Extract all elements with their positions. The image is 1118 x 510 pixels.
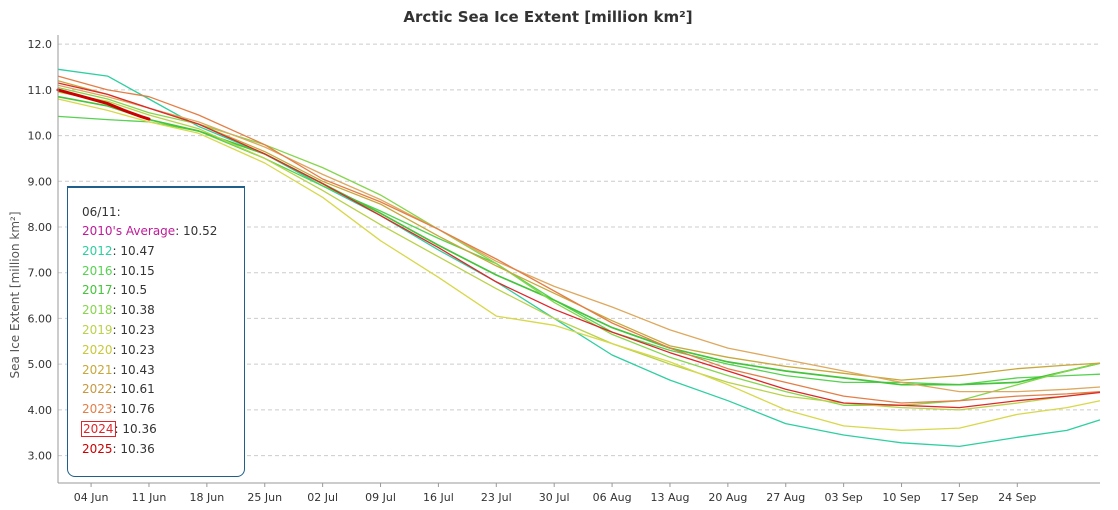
tooltip-series-name: 2016 <box>82 263 113 278</box>
tooltip-series-name: 2018 <box>82 303 113 318</box>
series-line-2017 <box>57 95 1101 386</box>
series-line-2022 <box>57 84 1101 393</box>
y-axis-label: Sea Ice Extent [million km²] <box>8 212 22 379</box>
y-tick-label: 7.00 <box>28 267 53 280</box>
x-tick-label: 02 Jul <box>307 491 338 504</box>
hover-tooltip: 06/11: 2010's Average: 10.52 2012: 10.47 2… <box>67 186 245 477</box>
y-tick-label: 12.0 <box>28 38 53 51</box>
tooltip-row: 2019: 10.23 <box>82 321 244 341</box>
tooltip-series-value: : 10.47 <box>112 243 155 258</box>
tooltip-date: 06/11: <box>82 205 121 219</box>
tooltip-row: 2025: 10.36 <box>82 440 244 460</box>
tooltip-series-name: 2020 <box>82 342 113 357</box>
tooltip-series-name: 2024 <box>81 420 116 437</box>
x-tick-label: 27 Aug <box>766 491 805 504</box>
y-tick-label: 8.00 <box>28 221 53 234</box>
series-line-2024 <box>57 82 1101 409</box>
tooltip-series-name: 2025 <box>82 441 113 456</box>
series-line-2012 <box>57 68 1101 448</box>
x-tick-label: 16 Jul <box>423 491 454 504</box>
tooltip-row: 2020: 10.23 <box>82 341 244 361</box>
series-line-2020 <box>57 98 1101 432</box>
tooltip-series-value: : 10.76 <box>112 402 155 417</box>
x-tick-label: 20 Aug <box>708 491 747 504</box>
x-tick-label: 11 Jun <box>132 491 167 504</box>
tooltip-series-value: : 10.43 <box>112 362 155 377</box>
x-tick-label: 10 Sep <box>882 491 920 504</box>
x-tick-label: 03 Sep <box>825 491 863 504</box>
tooltip-row: 2016: 10.15 <box>82 262 244 282</box>
tooltip-row: 2024: 10.36 <box>81 420 244 440</box>
tooltip-series-value: : 10.61 <box>112 382 155 397</box>
axis-layer: 12.0 11.0 10.0 9.00 8.00 7.00 6.00 5.00 4.00 3.00… <box>28 35 1100 504</box>
series-line-2023 <box>57 75 1101 404</box>
tooltip-row: 2010's Average: 10.52 <box>82 222 244 242</box>
tooltip-series-value: : 10.5 <box>112 283 148 298</box>
tooltip-series-value: : 10.38 <box>112 303 155 318</box>
tooltip-row: 2018: 10.38 <box>82 301 244 321</box>
tooltip-row: 2023: 10.76 <box>82 400 244 420</box>
y-tick-label: 4.00 <box>28 404 53 417</box>
tooltip-series-name: 2021 <box>82 362 113 377</box>
tooltip-series-name: 2010's Average <box>82 224 176 238</box>
chart-title: Arctic Sea Ice Extent [million km²] <box>403 8 692 26</box>
tooltip-series-value: : 10.36 <box>112 441 155 456</box>
x-tick-label: 17 Sep <box>940 491 978 504</box>
y-tick-label: 5.00 <box>28 358 53 371</box>
tooltip-rows: 2010's Average: 10.52 2012: 10.47 2016: 10… <box>81 222 244 460</box>
tooltip-row: 2022: 10.61 <box>82 380 244 400</box>
tooltip-series-name: 2019 <box>82 322 113 337</box>
x-tick-label: 18 Jun <box>190 491 225 504</box>
tooltip-series-value: : 10.23 <box>112 342 155 357</box>
tooltip-series-value: : 10.36 <box>114 421 157 436</box>
series-layer <box>56 68 1101 448</box>
tooltip-row: 2021: 10.43 <box>82 361 244 381</box>
y-tick-label: 10.0 <box>28 130 53 143</box>
series-line-2019 <box>57 91 1101 411</box>
tooltip-series-name: 2023 <box>82 402 113 417</box>
tooltip-series-name: 2012 <box>82 243 113 258</box>
x-tick-label: 09 Jul <box>365 491 396 504</box>
tooltip-series-name: 2017 <box>82 283 113 298</box>
grid-layer <box>58 43 1100 457</box>
x-tick-label: 24 Sep <box>998 491 1036 504</box>
series-line-2025 <box>56 88 151 121</box>
tooltip-series-value: : 10.15 <box>112 263 155 278</box>
x-tick-label: 25 Jun <box>247 491 282 504</box>
tooltip-row: 2017: 10.5 <box>82 281 244 301</box>
x-tick-label: 23 Jul <box>481 491 512 504</box>
y-tick-label: 6.00 <box>28 312 53 325</box>
tooltip-series-value: : 10.23 <box>112 322 155 337</box>
tooltip-series-value: : 10.52 <box>175 224 218 238</box>
y-tick-label: 9.00 <box>28 175 53 188</box>
x-tick-label: 04 Jun <box>74 491 109 504</box>
tooltip-series-name: 2022 <box>82 382 113 397</box>
x-tick-label: 06 Aug <box>593 491 632 504</box>
y-tick-label: 11.0 <box>28 84 53 97</box>
x-tick-label: 13 Aug <box>650 491 689 504</box>
y-tick-label: 3.00 <box>28 450 53 463</box>
tooltip-row: 2012: 10.47 <box>82 242 244 262</box>
x-tick-label: 30 Jul <box>539 491 570 504</box>
